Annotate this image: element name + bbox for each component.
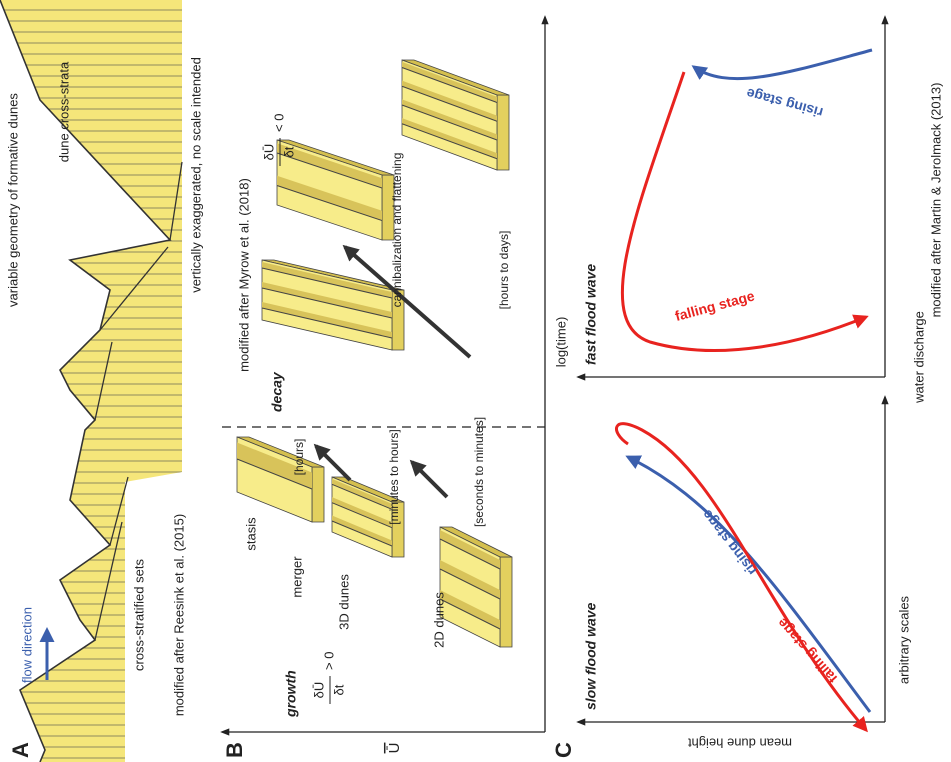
panel-label: A [8,742,33,758]
y-axis-label: Ū [386,743,403,754]
figure: A flow direction variable geometry of fo… [0,0,951,762]
rising-curve [694,50,872,79]
block-front [312,467,324,522]
dune-block [237,437,324,522]
stage-title: decay [269,371,285,412]
process: cannibalization and flattening [390,153,404,308]
stage-label: merger [289,556,304,598]
numerator: δŪ [311,682,326,699]
x-axis-label: log(time) [553,317,568,368]
stage-label: 2D dunes [431,592,446,648]
dune-block [262,260,404,350]
denominator: δt [331,684,346,695]
plot-title: slow flood wave [583,602,599,710]
timescale: [hours] [292,439,306,476]
plot-title: fast flood wave [583,264,599,365]
dune-block [440,527,512,647]
figure-canvas: A flow direction variable geometry of fo… [0,0,951,762]
relation: < 0 [271,114,286,132]
page: {"panel_a": {"label": "A", "flow_directi… [0,0,951,762]
note: vertically exaggerated, no scale intende… [188,57,203,293]
source: modified after Reesink et al. (2015) [171,514,186,716]
numerator: δŪ [261,144,276,161]
stage-title: growth [283,670,299,718]
flow-direction: flow direction [19,607,34,683]
note: arbitrary scales [896,595,911,684]
curve-label: rising stage [698,507,759,579]
relation: > 0 [321,652,336,670]
timescale: [minutes to hours] [387,429,401,524]
timescale: [hours to days] [497,231,511,310]
stage-label: 3D dunes [336,574,351,630]
y-axis-label: mean dune height [688,736,792,751]
block-front [497,95,509,170]
block-front [500,557,512,647]
panel-title: variable geometry of formative dunes [5,93,20,307]
panel-label: B [222,742,247,758]
source: modified after Myrow et al. (2018) [236,178,251,372]
dune-block [402,60,509,170]
stage-label: stasis [243,517,258,551]
dune-blocks [237,60,512,647]
timescale: [seconds to minutes] [472,417,486,527]
curve-label: falling stage [673,287,756,324]
denominator: δt [281,146,296,157]
falling-curve [622,72,866,351]
source: modified after Martin & Jerolmack (2013) [928,83,943,318]
sets-label: cross-stratified sets [131,559,146,671]
curve-label: rising stage [744,85,824,121]
x-axis-label: water discharge [911,311,926,404]
arrow [412,462,447,497]
panel-label: C [551,742,576,758]
strata-label: dune cross-strata [56,61,71,162]
